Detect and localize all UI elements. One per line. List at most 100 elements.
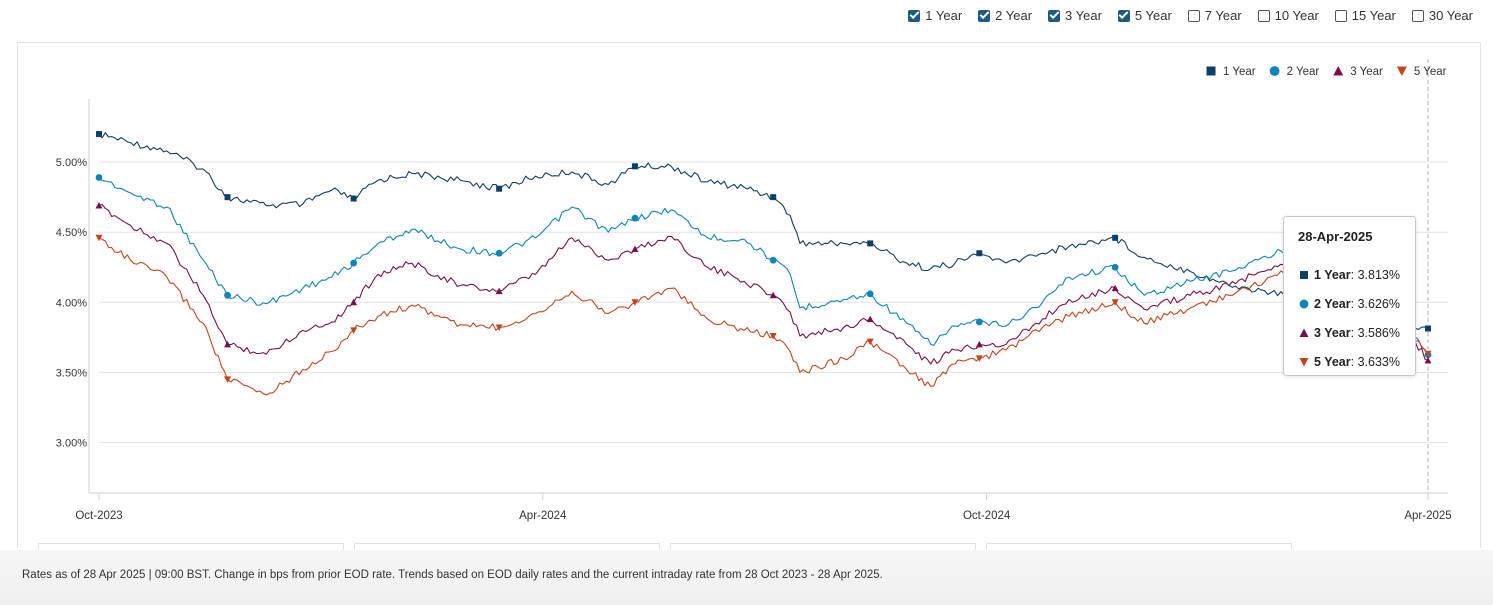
triangle-marker-icon <box>1298 327 1310 339</box>
legend-item-2-year[interactable]: 2 Year <box>1269 66 1320 78</box>
term-option-2-year[interactable]: 2 Year <box>978 8 1032 23</box>
square-marker-icon <box>1298 269 1310 281</box>
term-checkbox-30-year[interactable] <box>1411 9 1424 22</box>
data-point-1-year <box>350 195 357 202</box>
term-checkbox-15-year[interactable] <box>1334 9 1347 22</box>
data-point-3-year <box>631 245 639 253</box>
tooltip-row-2-year: 2 Year: 3.626% <box>1298 289 1401 318</box>
y-tick-label: 3.00% <box>56 438 87 450</box>
tooltip-date: 28-Apr-2025 <box>1298 229 1373 244</box>
data-point-3-year <box>1111 284 1119 292</box>
series-5-year <box>95 234 1432 396</box>
tooltip-separator: : <box>1350 354 1358 369</box>
tooltip-marker-2-year <box>1299 299 1309 308</box>
y-tick-label: 3.50% <box>56 367 87 379</box>
data-point-3-year <box>975 340 983 348</box>
chart-legend: 1 Year 2 Year 3 Year 5 Year <box>1206 66 1447 78</box>
data-point-1-year <box>770 194 777 201</box>
y-tick-label: 4.00% <box>56 297 87 309</box>
data-point-1-year <box>1112 234 1119 241</box>
tooltip-separator: : <box>1350 296 1358 311</box>
term-checkbox-3-year[interactable] <box>1048 9 1061 22</box>
term-option-30-year[interactable]: 30 Year <box>1411 8 1473 23</box>
term-option-15-year[interactable]: 15 Year <box>1334 8 1396 23</box>
x-tick-label: Apr-2024 <box>519 510 567 522</box>
data-point-5-year <box>224 376 232 383</box>
data-point-5-year <box>866 338 874 346</box>
data-point-2-year <box>1111 263 1119 271</box>
data-point-2-year <box>95 174 103 181</box>
tooltip-value: 3.813% <box>1357 267 1400 282</box>
y-tick-label: 4.50% <box>56 227 87 239</box>
term-option-label: 30 Year <box>1428 8 1473 23</box>
data-point-5-year <box>95 234 103 242</box>
tooltip-marker-1-year <box>1300 270 1308 279</box>
tooltip-marker-3-year <box>1299 328 1309 337</box>
series-line-2-year <box>98 177 1429 355</box>
x-tick-label: Apr-2025 <box>1404 510 1451 522</box>
tooltip-separator: : <box>1350 325 1358 340</box>
tooltip-series-name: 5 Year <box>1314 354 1351 369</box>
term-option-1-year[interactable]: 1 Year <box>908 8 962 23</box>
legend-label: 2 Year <box>1287 66 1320 78</box>
legend-label: 5 Year <box>1414 66 1447 78</box>
circle-marker-icon <box>1298 298 1310 310</box>
data-point-1-year <box>96 131 102 138</box>
tooltip-value: 3.626% <box>1357 296 1400 311</box>
chart-tooltip: 28-Apr-2025 1 Year: 3.813% 2 Year: 3.626%… <box>1283 216 1416 376</box>
footer: Rates as of 28 Apr 2025 | 09:00 BST. Cha… <box>0 550 1493 605</box>
legend-item-3-year[interactable]: 3 Year <box>1333 66 1383 78</box>
term-option-label: 10 Year <box>1274 8 1319 23</box>
data-point-3-year <box>350 298 358 306</box>
legend-label: 1 Year <box>1223 66 1256 78</box>
term-checkbox-5-year[interactable] <box>1117 9 1130 22</box>
term-option-5-year[interactable]: 5 Year <box>1117 8 1172 23</box>
term-option-10-year[interactable]: 10 Year <box>1257 8 1319 23</box>
term-option-label: 5 Year <box>1134 8 1172 23</box>
legend-item-5-year[interactable]: 5 Year <box>1396 66 1447 78</box>
data-point-3-year <box>866 315 874 323</box>
legend-marker-3-year <box>1333 66 1344 76</box>
term-option-label: 15 Year <box>1351 8 1396 23</box>
chart-panel: 3.00% 3.50% 4.00% 4.50% 5.00% Oct-2023 Apr-202… <box>17 42 1481 548</box>
y-axis: 3.00% 3.50% 4.00% 4.50% 5.00% <box>56 157 87 449</box>
data-point-2-year <box>350 259 358 267</box>
term-option-3-year[interactable]: 3 Year <box>1048 8 1102 23</box>
tooltip-series-name: 1 Year <box>1314 267 1351 282</box>
data-point-1-year <box>224 194 231 201</box>
data-point-1-year <box>976 250 983 257</box>
stat-card-1-year <box>38 543 344 553</box>
data-point-3-year <box>495 287 503 295</box>
data-point-5-year <box>350 327 358 334</box>
data-point-2-year <box>631 214 639 222</box>
term-option-label: 3 Year <box>1065 8 1102 23</box>
data-point-3-year <box>95 202 103 209</box>
term-checkbox-1-year[interactable] <box>908 9 921 22</box>
tooltip-value: 3.586% <box>1357 325 1400 340</box>
term-selector: 1 Year 2 Year 3 Year 5 Year 7 Year 10 Year 15 … <box>892 8 1473 23</box>
data-point-1-year <box>631 163 638 170</box>
tooltip-series-name: 3 Year <box>1314 325 1351 340</box>
tooltip-row-5-year: 5 Year: 3.633% <box>1298 347 1401 376</box>
tooltip-row-3-year: 3 Year: 3.586% <box>1298 318 1401 347</box>
term-checkbox-7-year[interactable] <box>1187 9 1200 22</box>
x-axis: Oct-2023 Apr-2024 Oct-2024 Apr-2025 <box>75 493 1452 522</box>
legend-marker-1-year <box>1206 66 1216 76</box>
data-point-5-year <box>495 324 503 332</box>
legend-marker-5-year <box>1396 66 1407 76</box>
data-point-2-year <box>866 290 874 298</box>
y-gridlines <box>99 161 1448 444</box>
term-checkbox-10-year[interactable] <box>1257 9 1270 22</box>
legend-item-1-year[interactable]: 1 Year <box>1206 66 1256 78</box>
x-tick-label: Oct-2023 <box>75 510 122 522</box>
term-option-7-year[interactable]: 7 Year <box>1187 8 1242 23</box>
term-option-label: 1 Year <box>925 8 963 23</box>
data-point-2-year <box>975 318 983 326</box>
tooltip-series-name: 2 Year <box>1314 296 1351 311</box>
data-point-5-year <box>769 332 777 340</box>
term-checkbox-2-year[interactable] <box>978 9 991 22</box>
data-point-3-year <box>224 340 232 348</box>
data-point-1-year <box>496 185 503 192</box>
data-point-3-year <box>1424 356 1432 364</box>
